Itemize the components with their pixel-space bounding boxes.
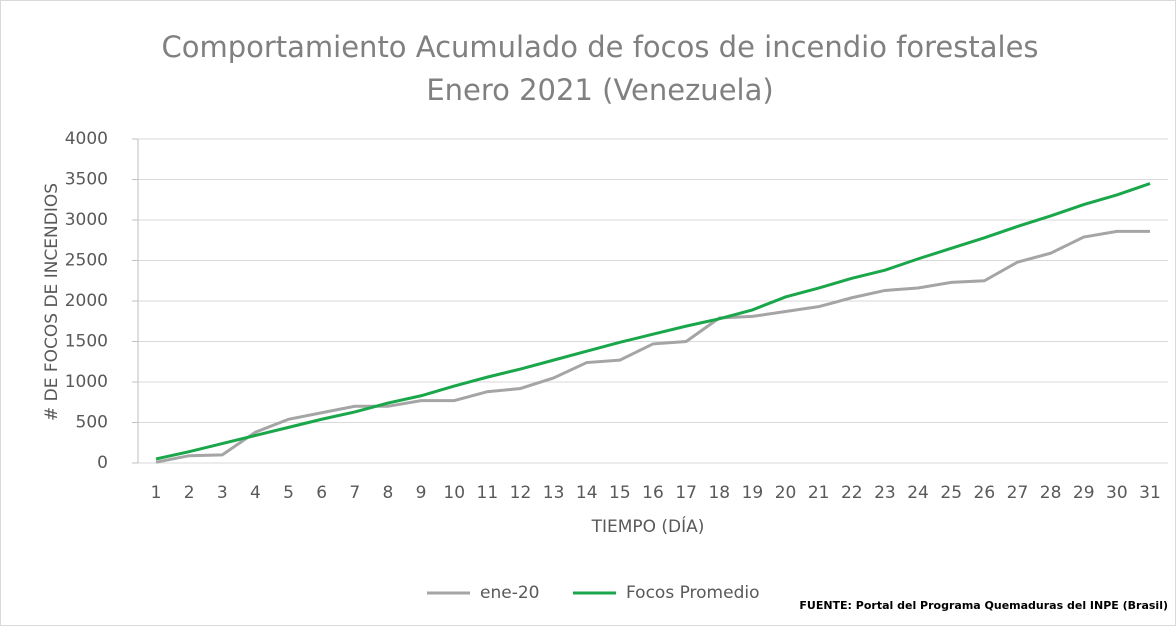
legend-label: ene-20 (480, 583, 539, 603)
x-tick-label: 16 (642, 483, 664, 503)
y-tick-label: 3000 (65, 210, 108, 230)
y-tick-label: 2000 (65, 291, 108, 311)
x-tick-label: 27 (1007, 483, 1029, 503)
x-tick-label: 30 (1106, 483, 1128, 503)
x-tick-label: 28 (1040, 483, 1062, 503)
y-tick-label: 1000 (65, 372, 108, 392)
x-tick-label: 19 (742, 483, 764, 503)
y-tick-label: 4000 (65, 129, 108, 149)
chart-subtitle: Enero 2021 (Venezuela) (426, 73, 773, 107)
x-tick-label: 18 (708, 483, 730, 503)
x-tick-label: 26 (974, 483, 996, 503)
x-tick-label: 9 (416, 483, 427, 503)
series-line (155, 182, 1151, 461)
y-tick-label: 1500 (65, 332, 108, 352)
source-note: FUENTE: Portal del Programa Quemaduras d… (799, 599, 1168, 612)
x-tick-label: 20 (775, 483, 797, 503)
x-tick-label: 22 (841, 483, 863, 503)
x-tick-label: 25 (940, 483, 962, 503)
series-line (155, 229, 1150, 464)
x-tick-label: 5 (283, 483, 294, 503)
x-tick-label: 1 (151, 483, 162, 503)
x-axis-label: TIEMPO (DÍA) (591, 515, 705, 537)
x-tick-label: 24 (907, 483, 929, 503)
x-tick-label: 6 (316, 483, 327, 503)
x-tick-label: 7 (349, 483, 360, 503)
y-tick-label: 3500 (65, 170, 108, 190)
x-tick-label: 3 (217, 483, 228, 503)
y-axis-label: # DE FOCOS DE INCENDIOS (42, 183, 62, 421)
chart-title: Comportamiento Acumulado de focos de inc… (161, 30, 1038, 64)
x-tick-label: 15 (609, 483, 631, 503)
x-tick-label: 23 (874, 483, 896, 503)
x-tick-label: 13 (543, 483, 565, 503)
x-tick-label: 10 (443, 483, 465, 503)
x-tick-label: 12 (510, 483, 532, 503)
x-tick-label: 31 (1139, 483, 1161, 503)
y-tick-label: 2500 (65, 251, 108, 271)
legend-label: Focos Promedio (626, 583, 760, 603)
x-tick-label: 29 (1073, 483, 1095, 503)
x-tick-label: 11 (477, 483, 499, 503)
y-tick-label: 0 (97, 453, 108, 473)
x-tick-label: 4 (250, 483, 261, 503)
x-tick-label: 17 (675, 483, 697, 503)
x-tick-label: 8 (383, 483, 394, 503)
x-tick-label: 14 (576, 483, 598, 503)
x-tick-label: 2 (184, 483, 195, 503)
y-tick-label: 500 (76, 413, 108, 433)
x-tick-label: 21 (808, 483, 830, 503)
